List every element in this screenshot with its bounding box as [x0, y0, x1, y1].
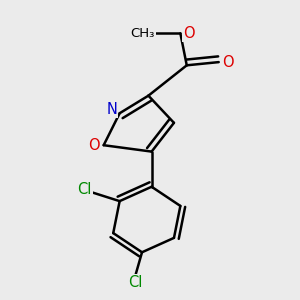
Text: O: O	[88, 138, 100, 153]
Text: O: O	[222, 55, 233, 70]
Text: O: O	[184, 26, 195, 41]
Text: CH₃: CH₃	[130, 27, 155, 40]
Text: Cl: Cl	[77, 182, 92, 197]
Text: Cl: Cl	[128, 275, 143, 290]
Text: N: N	[106, 102, 117, 117]
